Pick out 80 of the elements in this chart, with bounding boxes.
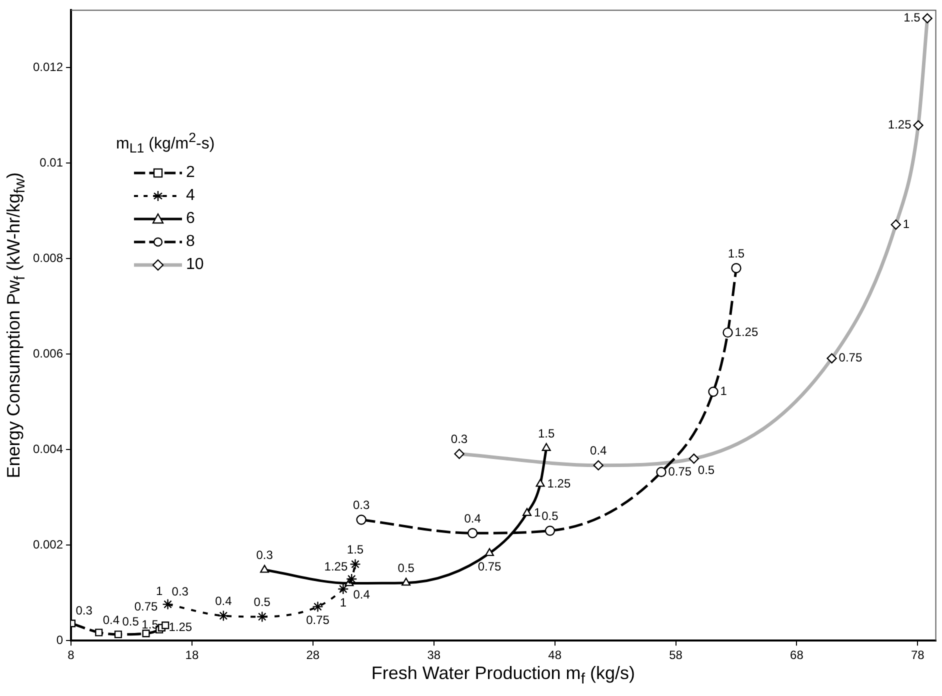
legend-label: 6 — [186, 210, 195, 228]
point — [162, 598, 174, 610]
annotation: 0.4 — [102, 612, 120, 627]
point — [522, 508, 532, 516]
annotation: 1.5 — [904, 10, 921, 25]
x-tick-label: 68 — [790, 648, 804, 662]
annotation: 1 — [720, 384, 728, 398]
point — [731, 262, 742, 274]
annotation: 0.4 — [215, 594, 232, 608]
annotation: 0.5 — [122, 614, 140, 629]
y-tick-label: 0.01 — [40, 155, 64, 170]
annotation: 0.75 — [478, 560, 502, 574]
annotation: 1 — [534, 505, 541, 520]
annotation: 0.75 — [668, 464, 692, 478]
annotation: 0.3 — [352, 498, 370, 512]
point — [346, 573, 358, 585]
legend-label: 8 — [186, 233, 195, 252]
y-tick-label: 0.012 — [33, 60, 64, 74]
annotation: 1.25 — [168, 620, 192, 634]
annotation: 1.5 — [538, 426, 556, 440]
annotation: 1.25 — [888, 118, 912, 132]
annotation: 0.4 — [464, 511, 482, 526]
annotation: 1.5 — [728, 246, 745, 260]
legend-label: 10 — [186, 256, 204, 274]
annotation: 0.5 — [698, 462, 715, 477]
point — [485, 548, 494, 556]
annotation: 0.5 — [254, 595, 271, 610]
annotation: 0.3 — [256, 548, 274, 562]
annotation: 1 — [902, 216, 910, 231]
point — [402, 578, 411, 586]
annotation: 1.5 — [346, 542, 364, 556]
annotation: 0.75 — [838, 350, 862, 365]
legend-title: m$_{L1}$ (kg/m$^{2}$-s) — [116, 130, 215, 156]
point — [708, 386, 718, 397]
x-tick-label: 78 — [910, 648, 925, 662]
point — [114, 630, 122, 638]
point — [536, 478, 545, 487]
annotation: 1 — [156, 584, 163, 598]
x-tick-label: 58 — [669, 648, 683, 662]
annotation: 1.25 — [547, 476, 571, 490]
point — [656, 466, 666, 478]
x-tick-label: 48 — [548, 648, 562, 662]
annotation: 0.4 — [353, 588, 370, 602]
y-tick-label: 0.008 — [33, 250, 64, 265]
legend-label: 2 — [186, 164, 195, 182]
annotation: 0.3 — [450, 432, 468, 446]
point — [542, 443, 551, 451]
annotation: 0.75 — [134, 600, 158, 614]
point — [142, 630, 150, 638]
y-tick-label: 0.004 — [33, 442, 64, 456]
point — [218, 610, 230, 622]
point — [256, 611, 268, 622]
annotation: 0.4 — [590, 444, 608, 458]
y-tick-label: 0.002 — [33, 537, 64, 552]
annotation: 0.3 — [172, 584, 189, 599]
point — [312, 601, 324, 612]
annotation: 0.75 — [306, 613, 330, 628]
x-tick-label: 38 — [427, 648, 441, 662]
point — [338, 583, 349, 595]
point — [350, 558, 361, 570]
legend-label: 4 — [186, 187, 195, 206]
point — [356, 514, 366, 525]
y-tick-label: 0.006 — [33, 346, 64, 360]
x-axis-title: Fresh Water Production m$_{f}$ (kg/s) — [371, 662, 635, 688]
x-tick-label: 18 — [185, 648, 199, 662]
point — [260, 564, 270, 573]
point — [467, 528, 478, 538]
point — [544, 526, 556, 536]
annotation: 0.5 — [398, 561, 415, 576]
annotation: 0.5 — [542, 509, 559, 524]
annotation: 0.3 — [76, 604, 93, 618]
annotation: 1 — [340, 595, 347, 610]
annotation: 1.25 — [324, 559, 348, 574]
y-tick-label: 0 — [56, 632, 64, 647]
point — [95, 628, 103, 636]
point — [722, 327, 733, 338]
point — [162, 622, 170, 630]
x-tick-label: 28 — [306, 648, 320, 662]
x-tick-label: 8 — [68, 648, 75, 662]
annotation: 1.25 — [734, 324, 758, 339]
